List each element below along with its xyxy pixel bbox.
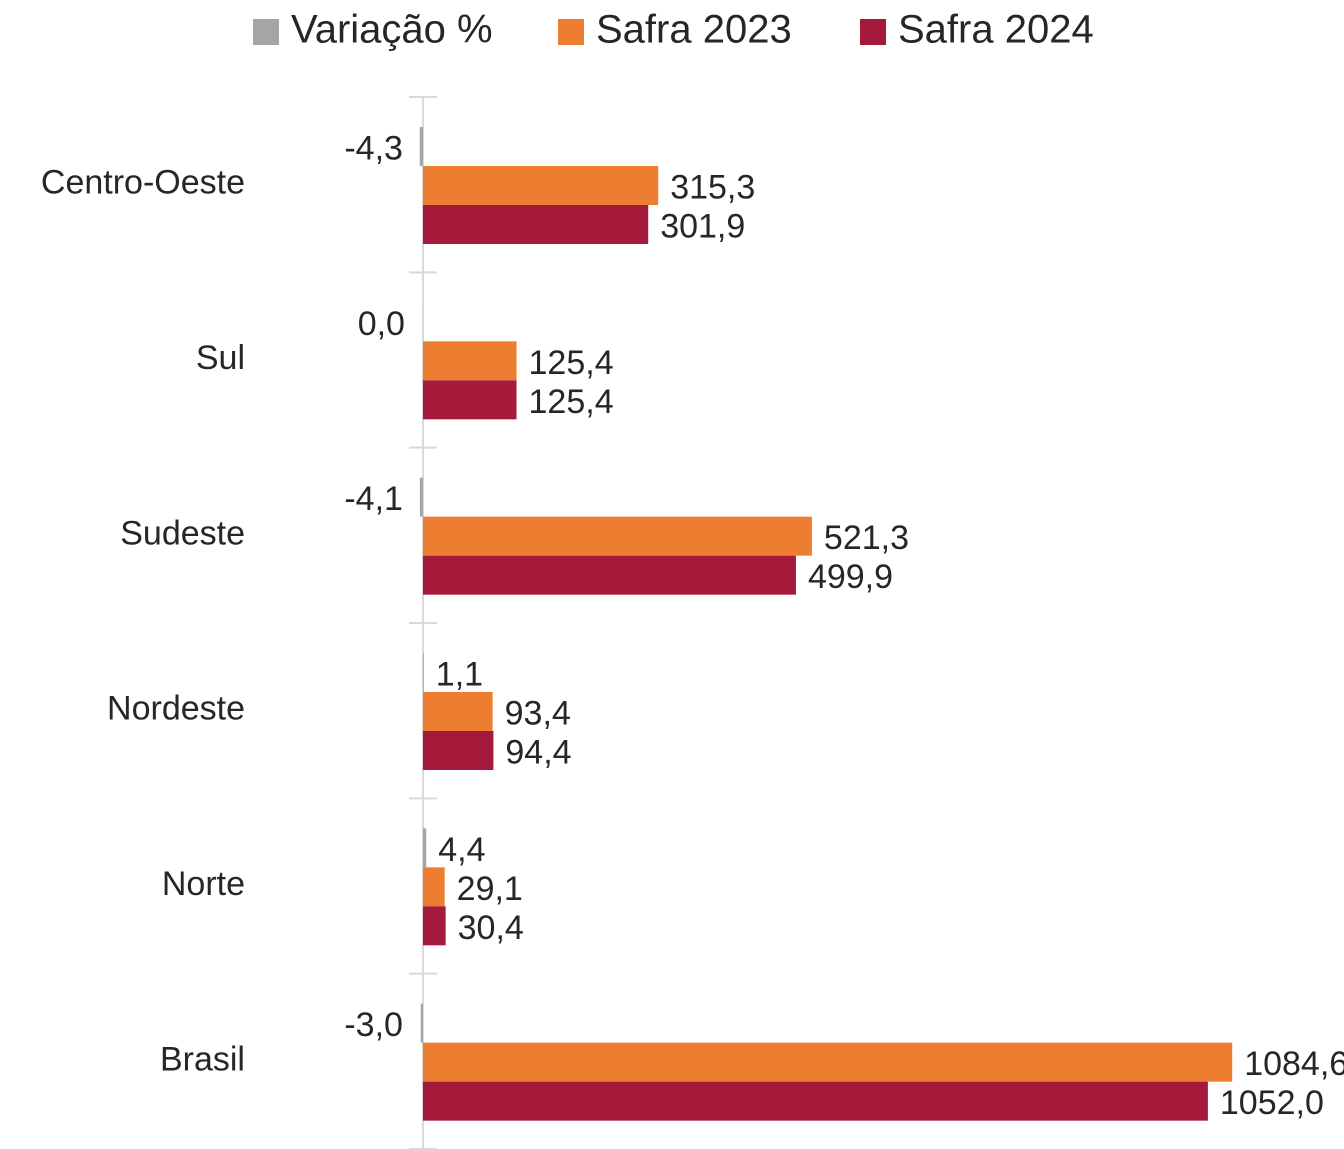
bar xyxy=(422,205,649,244)
bar xyxy=(419,127,423,166)
bar xyxy=(422,828,427,868)
bar xyxy=(422,692,493,731)
value-label: 4,4 xyxy=(438,831,485,869)
value-label: 521,3 xyxy=(824,519,909,557)
value-label: 29,1 xyxy=(457,870,523,908)
value-label: 94,4 xyxy=(505,733,571,771)
bar xyxy=(419,477,423,517)
bar xyxy=(422,1081,1208,1121)
category-label: Sul xyxy=(196,339,245,377)
category-label: Nordeste xyxy=(107,690,245,728)
bar xyxy=(422,555,796,595)
bar xyxy=(422,1042,1233,1082)
value-label: 1,1 xyxy=(436,655,483,693)
bar xyxy=(422,653,424,692)
legend-label: Safra 2024 xyxy=(898,8,1094,52)
value-label: 1052,0 xyxy=(1220,1084,1324,1122)
bar xyxy=(422,731,494,770)
value-label: 301,9 xyxy=(660,207,745,245)
bar xyxy=(422,341,517,381)
value-label: 93,4 xyxy=(505,694,571,732)
value-label: 30,4 xyxy=(458,909,524,947)
legend-swatch xyxy=(558,19,584,45)
bar xyxy=(422,380,517,420)
bar xyxy=(420,1003,423,1043)
value-label: -3,0 xyxy=(344,1006,403,1044)
value-label: 1084,6 xyxy=(1244,1045,1344,1083)
category-label: Norte xyxy=(162,865,245,903)
category-label: Centro-Oeste xyxy=(41,164,245,202)
category-label: Brasil xyxy=(160,1040,245,1078)
legend-swatch xyxy=(860,19,886,45)
value-label: 125,4 xyxy=(529,383,614,421)
value-label: -4,3 xyxy=(344,129,403,167)
legend-label: Variação % xyxy=(291,8,493,52)
bar xyxy=(422,166,659,205)
value-label: 125,4 xyxy=(529,344,614,382)
value-label: 499,9 xyxy=(808,558,893,596)
value-label: -4,1 xyxy=(344,480,403,518)
value-label: 0,0 xyxy=(358,305,405,343)
legend-label: Safra 2023 xyxy=(596,8,792,52)
bar xyxy=(422,516,812,556)
value-label: 315,3 xyxy=(670,168,755,206)
bar xyxy=(422,906,446,946)
category-label: Sudeste xyxy=(120,514,245,552)
legend-swatch xyxy=(253,19,279,45)
bar xyxy=(422,867,445,907)
